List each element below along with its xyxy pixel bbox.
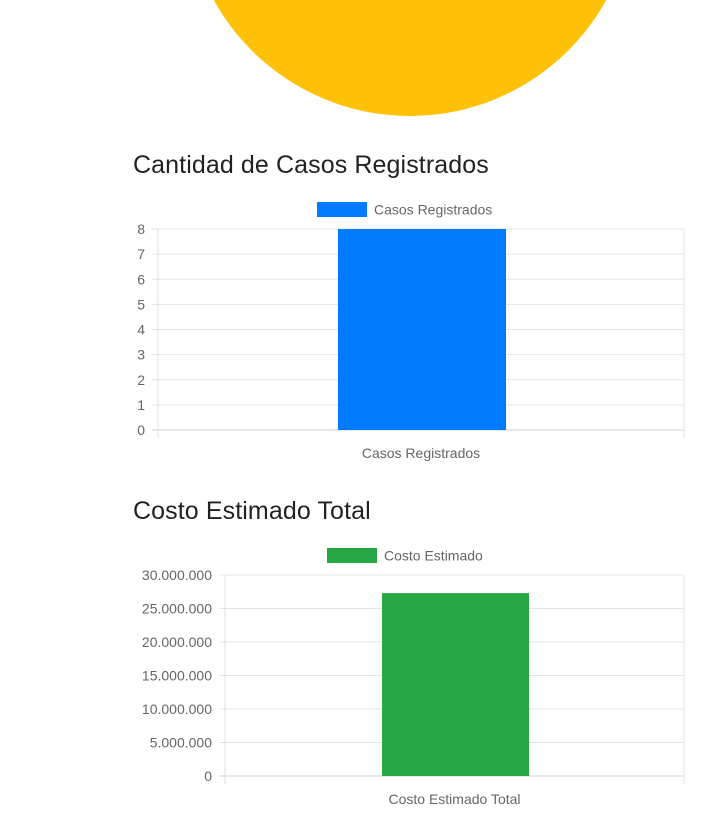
section-title-casos: Cantidad de Casos Registrados — [133, 151, 489, 179]
x-category-label: Costo Estimado Total — [388, 791, 520, 807]
pie-chart — [213, 0, 607, 116]
y-tick-label: 8 — [137, 221, 145, 237]
y-tick-label: 30.000.000 — [142, 567, 212, 583]
legend-swatch[interactable] — [317, 202, 367, 217]
y-tick-label: 5 — [137, 296, 145, 312]
y-tick-label: 0 — [137, 422, 145, 438]
bar-chart-costo: Costo Estimado 0 5.000.000 10.000.000 15.000… — [142, 548, 685, 807]
legend-label[interactable]: Casos Registrados — [374, 202, 492, 218]
y-tick-label: 3 — [137, 347, 145, 363]
x-category-label: Casos Registrados — [362, 445, 480, 461]
y-tick-label: 25.000.000 — [142, 601, 212, 617]
pie-chart-container — [0, 0, 722, 130]
legend-label[interactable]: Costo Estimado — [384, 548, 483, 564]
y-tick-label: 10.000.000 — [142, 701, 212, 717]
bar[interactable] — [382, 593, 529, 776]
y-tick-label: 15.000.000 — [142, 668, 212, 684]
pie-slice — [213, 0, 607, 116]
y-tick-label: 5.000.000 — [150, 735, 212, 751]
y-tick-label: 7 — [137, 246, 145, 262]
y-tick-label: 20.000.000 — [142, 634, 212, 650]
section-title-costo: Costo Estimado Total — [133, 497, 371, 525]
bar[interactable] — [338, 229, 506, 430]
legend-swatch[interactable] — [327, 548, 377, 563]
y-tick-label: 1 — [137, 397, 145, 413]
bar-chart-casos: Casos Registrados 0 1 2 3 4 5 6 7 8 Casos Registra… — [137, 202, 685, 461]
y-tick-label: 4 — [137, 322, 145, 338]
y-tick-label: 6 — [137, 271, 145, 287]
y-tick-label: 0 — [204, 768, 212, 784]
y-tick-label: 2 — [137, 372, 145, 388]
